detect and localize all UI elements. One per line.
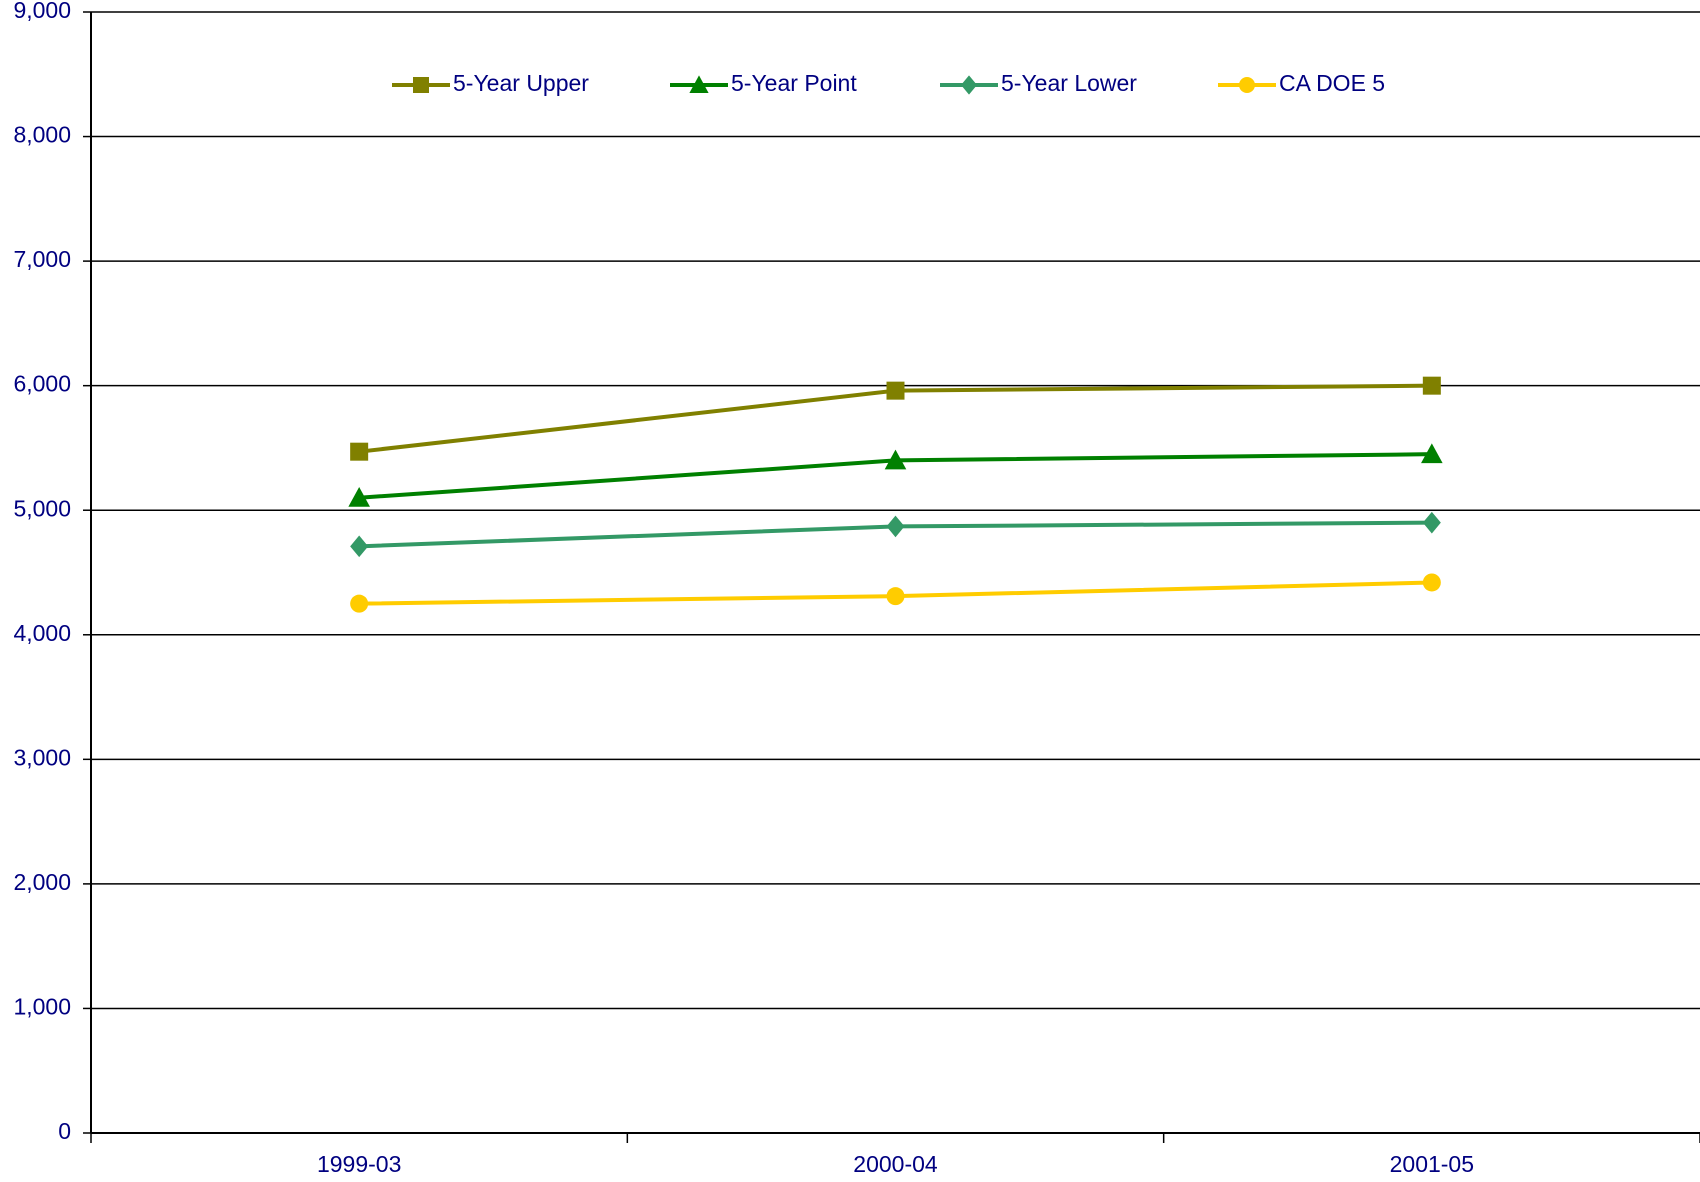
marker <box>689 75 709 93</box>
marker <box>961 75 977 95</box>
y-tick-label: 9,000 <box>13 0 71 23</box>
y-tick-label: 0 <box>58 1118 71 1144</box>
marker <box>1422 573 1441 592</box>
y-tick-label: 3,000 <box>13 744 71 770</box>
y-tick-label: 6,000 <box>13 371 71 397</box>
marker <box>1239 77 1255 93</box>
legend-label: 5-Year Lower <box>1001 70 1137 96</box>
marker <box>350 535 369 558</box>
marker <box>884 449 907 470</box>
y-tick-label: 4,000 <box>13 620 71 646</box>
y-tick-label: 8,000 <box>13 122 71 148</box>
x-tick-label: 2000-04 <box>853 1151 938 1177</box>
y-tick-label: 5,000 <box>13 495 71 521</box>
marker <box>886 381 905 400</box>
x-tick-label: 1999-03 <box>317 1151 401 1177</box>
x-tick-label: 2001-05 <box>1390 1151 1474 1177</box>
y-tick-label: 1,000 <box>13 994 71 1020</box>
legend-label: 5-Year Point <box>731 70 857 96</box>
marker <box>350 442 369 461</box>
marker <box>348 486 370 507</box>
y-tick-label: 7,000 <box>13 246 71 272</box>
marker <box>350 594 369 613</box>
marker <box>886 515 905 538</box>
legend-label: CA DOE 5 <box>1279 70 1385 96</box>
y-tick-label: 2,000 <box>13 869 71 895</box>
marker <box>1422 376 1441 395</box>
marker <box>1422 511 1441 534</box>
marker <box>1421 443 1443 464</box>
marker <box>413 77 429 93</box>
marker <box>886 587 905 606</box>
legend-label: 5-Year Upper <box>453 70 589 96</box>
